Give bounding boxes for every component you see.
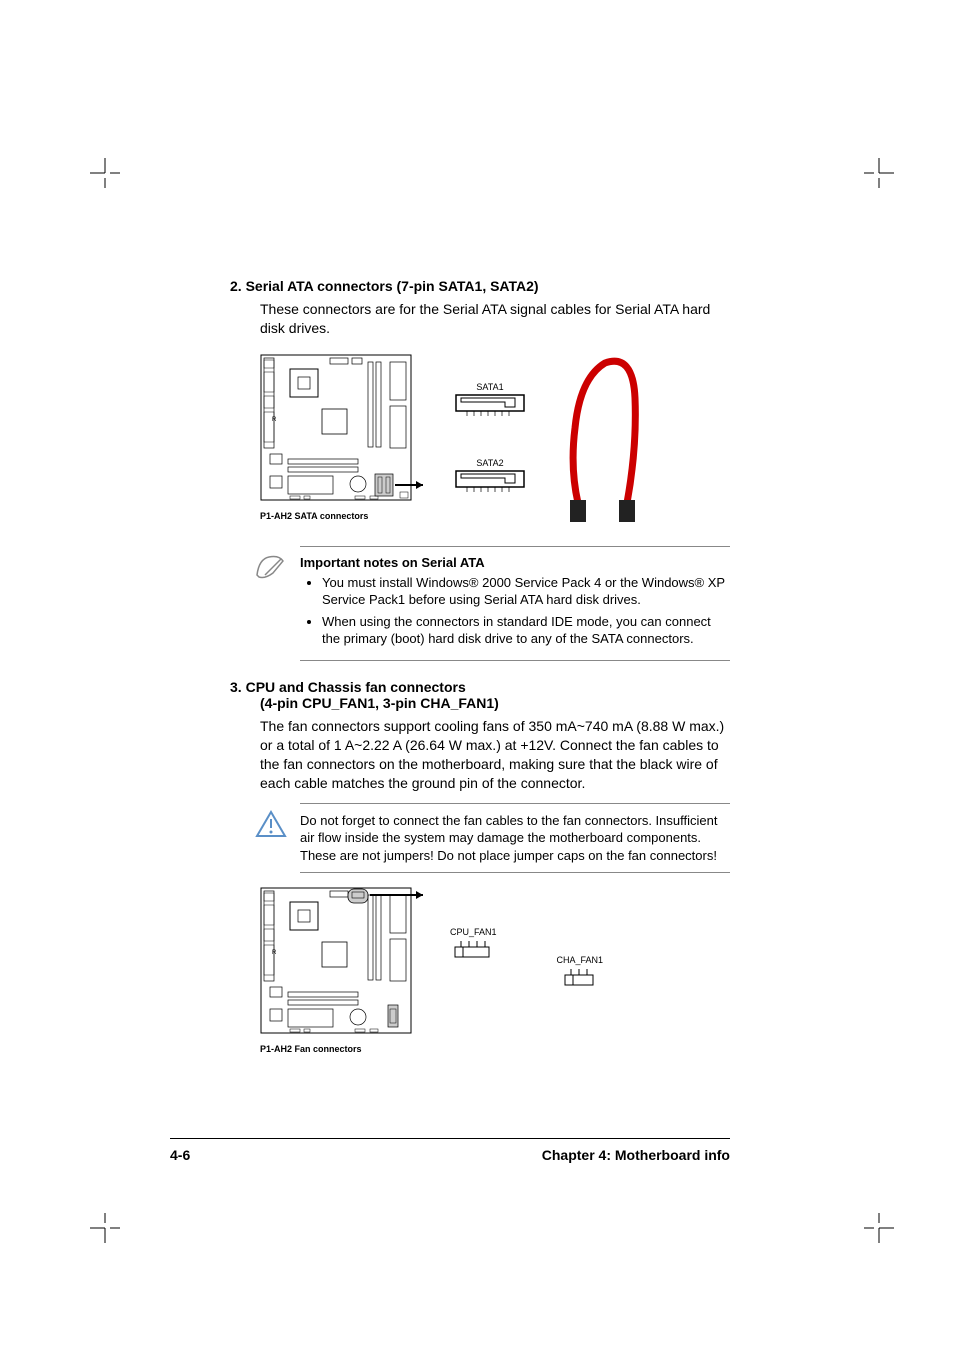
section-3-num: 3. bbox=[230, 679, 242, 695]
caution-text: Do not forget to connect the fan cables … bbox=[300, 813, 717, 863]
svg-text:R: R bbox=[272, 417, 277, 423]
footer-rule bbox=[170, 1138, 730, 1139]
pencil-note-icon bbox=[255, 553, 287, 581]
section-3-body: The fan connectors support cooling fans … bbox=[260, 717, 730, 793]
figure-fan: R P1-AH2 Fan connectors CPU_FAN1 bbox=[260, 887, 730, 1054]
section-2-title: Serial ATA connectors (7-pin SATA1, SATA… bbox=[246, 278, 539, 294]
sata-figure-caption: P1-AH2 SATA connectors bbox=[260, 511, 425, 521]
sata1-icon bbox=[455, 394, 525, 418]
sata1-label: SATA1 bbox=[476, 382, 503, 392]
sata1-connector: SATA1 bbox=[455, 382, 525, 418]
svg-text:R: R bbox=[272, 950, 277, 956]
caution-triangle-icon bbox=[255, 810, 287, 838]
sata2-connector: SATA2 bbox=[455, 458, 525, 494]
motherboard-diagram-sata: R bbox=[260, 354, 425, 504]
section-2: 2. Serial ATA connectors (7-pin SATA1, S… bbox=[230, 278, 730, 661]
crop-mark-tr bbox=[864, 158, 894, 188]
caution-fan: Do not forget to connect the fan cables … bbox=[300, 803, 730, 874]
motherboard-diagram-fan: R bbox=[260, 887, 425, 1037]
fan-connectors-detail: CPU_FAN1 CHA_FAN1 bbox=[450, 927, 603, 987]
cha-fan-label: CHA_FAN1 bbox=[557, 955, 604, 965]
note-item-2: When using the connectors in standard ID… bbox=[322, 613, 730, 648]
page-number: 4-6 bbox=[170, 1147, 190, 1163]
section-2-body: These connectors are for the Serial ATA … bbox=[260, 300, 730, 338]
sata-connectors-detail: SATA1 SATA2 bbox=[455, 382, 525, 494]
note-list: You must install Windows® 2000 Service P… bbox=[322, 574, 730, 648]
cpu-fan-connector: CPU_FAN1 bbox=[450, 927, 497, 987]
crop-mark-br bbox=[864, 1213, 894, 1243]
fan-figure-caption: P1-AH2 Fan connectors bbox=[260, 1044, 425, 1054]
section-3-heading: 3. CPU and Chassis fan connectors (4-pin… bbox=[230, 679, 730, 711]
crop-mark-tl bbox=[90, 158, 120, 188]
chapter-title: Chapter 4: Motherboard info bbox=[542, 1147, 730, 1163]
cpu-fan-icon bbox=[453, 939, 493, 959]
sata2-label: SATA2 bbox=[476, 458, 503, 468]
note-title: Important notes on Serial ATA bbox=[300, 555, 730, 570]
section-3-title-line2: (4-pin CPU_FAN1, 3-pin CHA_FAN1) bbox=[260, 695, 499, 711]
cha-fan-connector: CHA_FAN1 bbox=[557, 955, 604, 987]
crop-mark-bl bbox=[90, 1213, 120, 1243]
sata2-icon bbox=[455, 470, 525, 494]
section-3: 3. CPU and Chassis fan connectors (4-pin… bbox=[230, 679, 730, 1054]
section-2-heading: 2. Serial ATA connectors (7-pin SATA1, S… bbox=[230, 278, 730, 294]
note-item-1: You must install Windows® 2000 Service P… bbox=[322, 574, 730, 609]
section-3-title-line1: CPU and Chassis fan connectors bbox=[246, 679, 466, 695]
sata-cable-icon bbox=[555, 348, 650, 528]
cha-fan-icon bbox=[563, 967, 597, 987]
page-footer: 4-6 Chapter 4: Motherboard info bbox=[170, 1147, 730, 1163]
section-2-num: 2. bbox=[230, 278, 242, 294]
cpu-fan-label: CPU_FAN1 bbox=[450, 927, 497, 937]
note-serial-ata: Important notes on Serial ATA You must i… bbox=[300, 546, 730, 661]
figure-sata: R P1-AH2 SATA connectors SATA1 bbox=[260, 348, 730, 528]
